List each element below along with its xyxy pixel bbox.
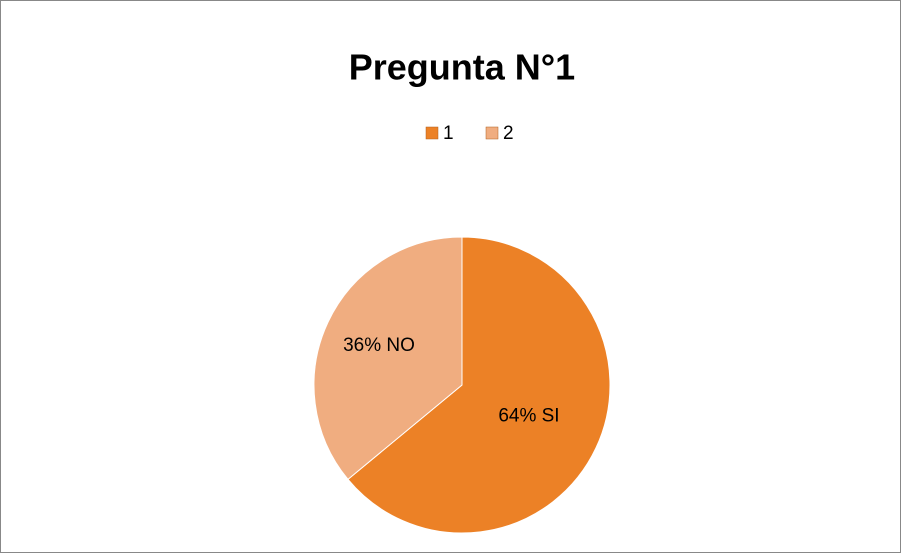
legend-label: 2 [503, 123, 514, 144]
data-label: 64% SI [498, 406, 559, 427]
legend-label: 1 [443, 123, 454, 144]
legend-swatch [485, 126, 499, 140]
data-label: 36% NO [343, 335, 415, 356]
pie-slice [313, 236, 463, 481]
pie-slice [347, 236, 611, 534]
chart-title: Pregunta N°1 [349, 47, 575, 88]
legend-swatch [425, 126, 439, 140]
